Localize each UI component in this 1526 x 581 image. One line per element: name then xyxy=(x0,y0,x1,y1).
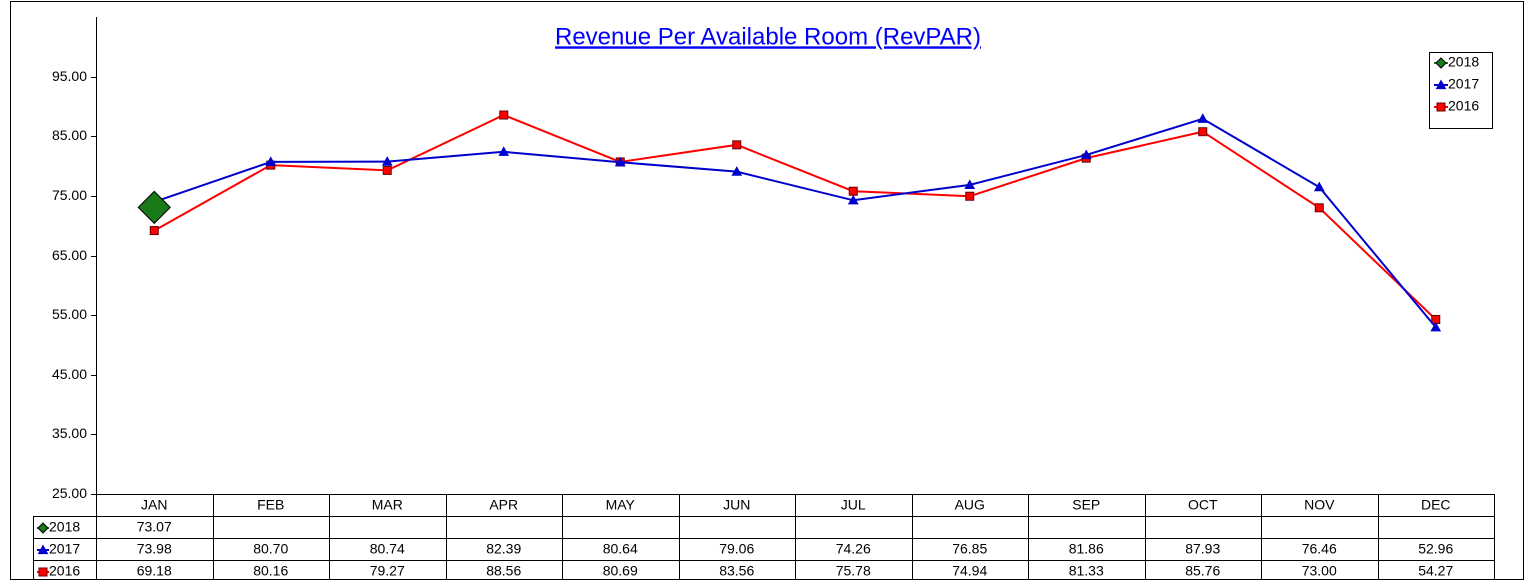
table-cell: 85.76 xyxy=(1185,563,1220,579)
legend-label: 2016 xyxy=(1448,98,1479,114)
data-point xyxy=(965,191,975,201)
table-cell: 80.70 xyxy=(253,541,288,557)
legend-label: 2017 xyxy=(1448,76,1479,92)
x-tick-label: MAR xyxy=(372,497,403,513)
x-tick-label: NOV xyxy=(1304,497,1335,513)
data-point xyxy=(1313,181,1325,192)
table-cell: 73.07 xyxy=(137,519,172,535)
table-cell: 73.00 xyxy=(1302,563,1337,579)
x-tick-label: JUN xyxy=(723,497,750,513)
chart-border xyxy=(10,1,1524,580)
table-key-marker xyxy=(37,522,49,534)
x-tick-label: MAY xyxy=(606,497,636,513)
data-point xyxy=(732,140,742,150)
table-cell: 76.85 xyxy=(952,541,987,557)
table-cell: 74.94 xyxy=(952,563,987,579)
chart-title: Revenue Per Available Room (RevPAR) xyxy=(555,23,981,50)
series-line xyxy=(153,117,1437,328)
y-tick-label: 25.00 xyxy=(52,485,87,501)
data-point xyxy=(149,226,159,236)
table-row-label: 2017 xyxy=(49,541,80,557)
x-tick-label: JUL xyxy=(841,497,866,513)
data-point xyxy=(1197,113,1209,123)
data-point xyxy=(847,194,859,205)
table-cell: 80.16 xyxy=(253,563,288,579)
y-tick-label: 55.00 xyxy=(52,306,87,322)
x-tick-label: SEP xyxy=(1072,497,1100,513)
x-tick-label: DEC xyxy=(1421,497,1451,513)
table-row-label: 2016 xyxy=(49,563,80,579)
x-tick-label: FEB xyxy=(257,497,284,513)
data-point xyxy=(1314,203,1324,213)
table-cell: 79.27 xyxy=(370,563,405,579)
series-line xyxy=(153,113,1437,321)
data-point xyxy=(1080,149,1092,160)
y-tick-label: 85.00 xyxy=(52,127,87,143)
legend-key-marker xyxy=(1435,57,1447,69)
table-row-label: 2018 xyxy=(49,519,80,535)
data-point xyxy=(1198,127,1208,137)
table-cell: 74.26 xyxy=(836,541,871,557)
x-tick-label: JAN xyxy=(141,497,167,513)
table-cell: 87.93 xyxy=(1185,541,1220,557)
y-tick-label: 95.00 xyxy=(52,68,87,84)
table-key-marker xyxy=(37,544,49,555)
data-point xyxy=(381,156,393,166)
table-key-marker xyxy=(38,567,48,577)
y-tick-label: 75.00 xyxy=(52,187,87,203)
x-tick-label: AUG xyxy=(955,497,985,513)
table-cell: 79.06 xyxy=(719,541,754,557)
table-cell: 80.64 xyxy=(603,541,638,557)
data-point xyxy=(499,110,509,120)
data-point xyxy=(614,156,626,167)
table-cell: 82.39 xyxy=(486,541,521,557)
legend-key-marker xyxy=(1436,102,1446,112)
table-cell: 80.69 xyxy=(603,563,638,579)
table-cell: 76.46 xyxy=(1302,541,1337,557)
y-tick-label: 45.00 xyxy=(52,366,87,382)
table-cell: 52.96 xyxy=(1418,541,1453,557)
data-point xyxy=(848,186,858,196)
data-point xyxy=(1430,321,1442,332)
data-point xyxy=(498,146,510,156)
table-cell: 81.86 xyxy=(1069,541,1104,557)
y-tick-label: 65.00 xyxy=(52,247,87,263)
x-tick-label: APR xyxy=(489,497,518,513)
table-cell: 69.18 xyxy=(137,563,172,579)
table-cell: 75.78 xyxy=(836,563,871,579)
legend-label: 2018 xyxy=(1448,54,1479,70)
table-cell: 88.56 xyxy=(486,563,521,579)
table-cell: 54.27 xyxy=(1418,563,1453,579)
data-point xyxy=(137,190,171,225)
x-tick-label: OCT xyxy=(1188,497,1218,513)
data-point xyxy=(964,179,976,189)
y-tick-label: 35.00 xyxy=(52,425,87,441)
table-cell: 83.56 xyxy=(719,563,754,579)
table-cell: 80.74 xyxy=(370,541,405,557)
data-point xyxy=(731,166,743,176)
table-cell: 73.98 xyxy=(137,541,172,557)
data-point xyxy=(265,156,277,166)
legend-key-marker xyxy=(1435,79,1447,90)
table-cell: 81.33 xyxy=(1069,563,1104,579)
data-point xyxy=(382,165,392,175)
